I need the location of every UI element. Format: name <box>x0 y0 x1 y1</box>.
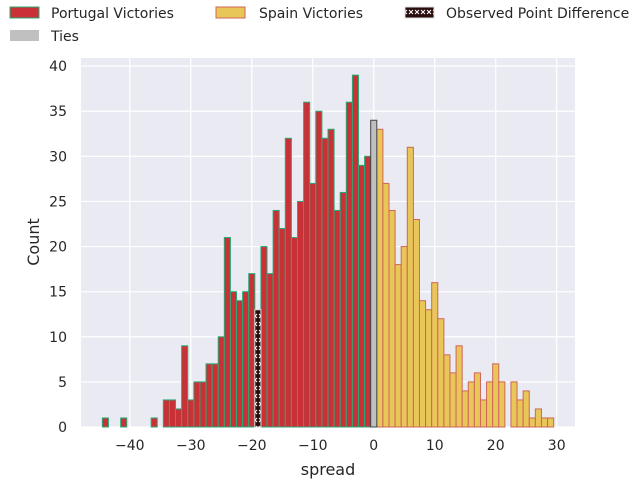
bar-spain-victories <box>425 309 433 428</box>
x-tick-label: 10 <box>426 438 444 454</box>
bar-portugal-victories <box>101 417 109 428</box>
bar-portugal-victories <box>205 363 213 428</box>
bar-spain-victories <box>540 417 549 428</box>
y-axis-label: Count <box>24 218 43 266</box>
bar-spain-victories <box>479 399 488 428</box>
legend-swatch-observed <box>404 6 435 19</box>
y-tick-label: 20 <box>49 240 67 256</box>
bar-portugal-victories <box>217 336 225 428</box>
y-tick-label: 40 <box>49 59 67 75</box>
bar-portugal-victories <box>357 164 366 428</box>
bar-spain-victories <box>547 417 555 428</box>
legend: Portugal Victories Spain Victories Obser… <box>9 6 629 45</box>
bar-portugal-victories <box>309 182 317 428</box>
bar-spain-victories <box>486 381 494 428</box>
bar-portugal-victories <box>351 74 359 428</box>
y-tick-label: 15 <box>49 285 67 301</box>
bar-portugal-victories <box>199 381 207 428</box>
bar-portugal-victories <box>260 246 268 428</box>
bar-portugal-victories <box>168 399 177 428</box>
x-tick-label: 30 <box>548 438 566 454</box>
bar-portugal-victories <box>266 273 274 428</box>
bar-spain-victories <box>412 218 420 428</box>
bar-portugal-victories <box>175 408 183 428</box>
bar-portugal-victories <box>187 399 195 428</box>
bar-portugal-victories <box>333 209 341 428</box>
bar-spain-victories <box>443 354 451 428</box>
bar-spain-victories <box>400 246 408 428</box>
bar-portugal-victories <box>364 155 372 428</box>
bar-portugal-victories <box>211 363 219 428</box>
bar-portugal-victories <box>290 237 299 428</box>
bar-observed-point-difference <box>254 309 262 428</box>
bar-portugal-victories <box>284 137 292 428</box>
bar-spain-victories <box>418 300 427 428</box>
x-axis-label: spread <box>301 460 356 479</box>
bar-spain-victories <box>510 381 518 428</box>
bar-portugal-victories <box>120 417 128 428</box>
bar-spain-victories <box>431 282 439 428</box>
bar-portugal-victories <box>345 101 353 428</box>
x-tick-label: 0 <box>369 438 378 454</box>
bar-spain-victories <box>382 182 390 428</box>
bar-spain-victories <box>388 209 396 428</box>
bar-spain-victories <box>467 381 475 428</box>
bar-spain-victories <box>498 381 506 428</box>
bar-portugal-victories <box>303 101 311 428</box>
bar-spain-victories <box>437 318 445 428</box>
legend-label-spain: Spain Victories <box>259 6 363 22</box>
bar-portugal-victories <box>278 228 286 428</box>
bar-portugal-victories <box>297 200 305 428</box>
bar-portugal-victories <box>181 345 189 428</box>
bar-spain-victories <box>473 372 481 428</box>
y-tick-label: 5 <box>58 375 67 391</box>
bar-portugal-victories <box>272 209 280 428</box>
bar-spain-victories <box>534 408 542 428</box>
bar-portugal-victories <box>248 273 256 428</box>
x-tick-label: −10 <box>298 438 328 454</box>
x-tick-label: −20 <box>237 438 267 454</box>
x-tick-label: −40 <box>115 438 145 454</box>
x-tick-label: −30 <box>176 438 206 454</box>
bar-portugal-victories <box>327 128 335 428</box>
bar-ties <box>370 119 378 428</box>
bar-portugal-victories <box>321 137 329 428</box>
bar-portugal-victories <box>315 110 323 428</box>
legend-swatch-spain <box>215 6 246 19</box>
legend-label-ties: Ties <box>50 29 79 45</box>
legend-swatch-portugal <box>9 6 40 19</box>
bar-portugal-victories <box>236 300 244 428</box>
bar-spain-victories <box>406 146 414 428</box>
y-tick-label: 30 <box>49 149 67 165</box>
legend-label-observed: Observed Point Difference <box>446 6 629 22</box>
y-tick-label: 10 <box>49 330 67 346</box>
bar-portugal-victories <box>193 381 201 428</box>
bar-spain-victories <box>528 417 536 428</box>
bar-spain-victories <box>376 128 384 428</box>
legend-label-portugal: Portugal Victories <box>51 6 174 22</box>
y-tick-label: 35 <box>49 104 67 120</box>
bar-portugal-victories <box>229 291 238 428</box>
bar-portugal-victories <box>162 399 170 428</box>
x-tick-label: 20 <box>487 438 505 454</box>
bar-portugal-victories <box>242 291 250 428</box>
y-tick-label: 0 <box>58 420 67 436</box>
bar-spain-victories <box>522 390 530 428</box>
bar-portugal-victories <box>339 191 347 428</box>
bar-spain-victories <box>516 399 524 428</box>
bar-portugal-victories <box>223 237 231 428</box>
bar-spain-victories <box>461 390 469 428</box>
y-tick-label: 25 <box>49 194 67 210</box>
bar-spain-victories <box>492 363 500 428</box>
bar-spain-victories <box>455 345 463 428</box>
tick-labels: −40 −30 −20 −10 0 10 20 30 0 5 10 15 20 25 30 35 40 <box>49 59 565 454</box>
bar-spain-victories <box>394 264 402 428</box>
bar-portugal-victories <box>150 417 158 428</box>
bars <box>101 74 555 428</box>
bar-spain-victories <box>449 372 457 428</box>
legend-swatch-ties <box>10 30 39 41</box>
